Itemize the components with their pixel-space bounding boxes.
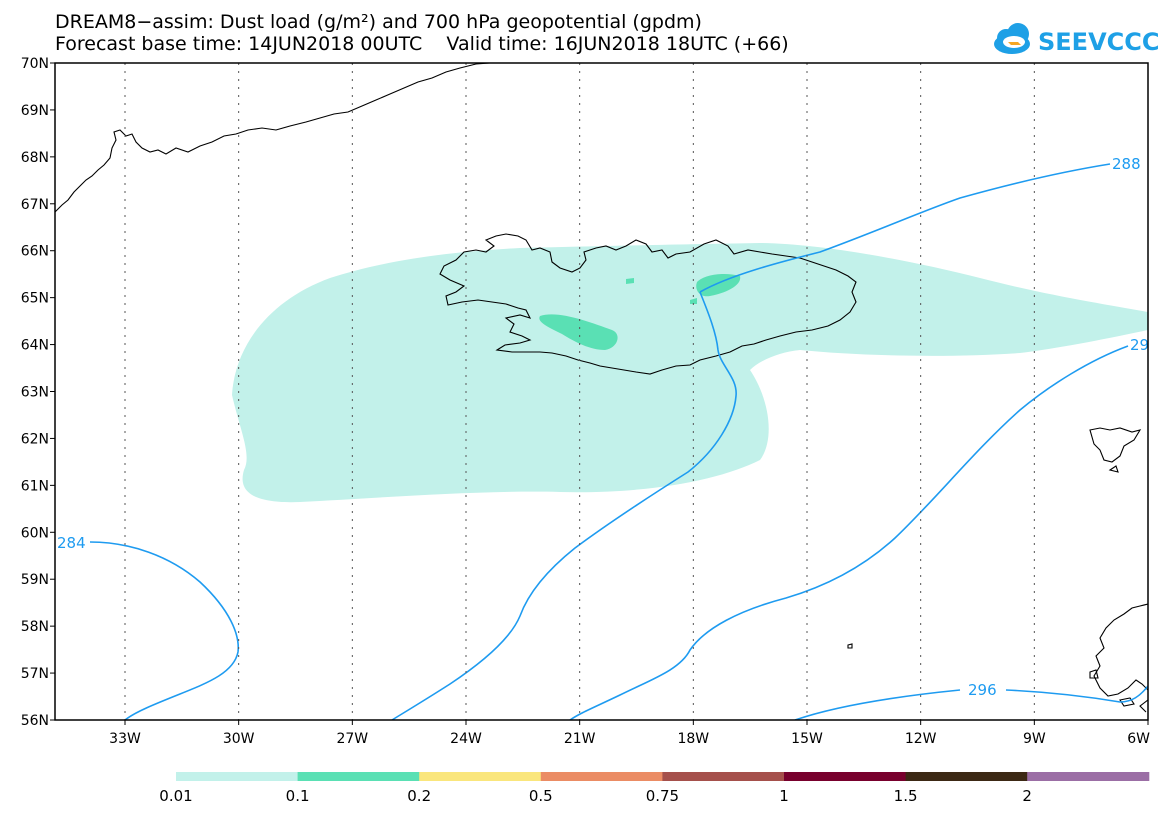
- lon-label: 18W: [677, 731, 709, 747]
- contour-label-296: 296: [968, 681, 997, 699]
- contour-label-288: 288: [1112, 155, 1141, 173]
- map-subtitle: Forecast base time: 14JUN2018 00UTC Vali…: [55, 33, 789, 55]
- dust-area-medium-dot: [690, 298, 697, 304]
- cloud-logo-icon: [994, 23, 1030, 54]
- contour-284: [89, 541, 240, 720]
- lat-label: 69N: [21, 103, 49, 119]
- lat-label: 61N: [21, 478, 49, 494]
- seevccc-logo: SEEVCCC: [994, 23, 1160, 56]
- iceland-coast: [439, 233, 857, 375]
- lon-label: 6W: [1127, 731, 1150, 747]
- dust-area-medium-north: [696, 274, 741, 297]
- lat-label: 62N: [21, 431, 49, 447]
- legend-swatch: [297, 772, 420, 781]
- legend-swatch: [784, 772, 907, 781]
- legend-label: 0.5: [529, 787, 553, 805]
- colorbar-legend: 0.01 0.1 0.2 0.5 0.75 1 1.5 2: [159, 772, 1150, 805]
- lat-label: 70N: [21, 56, 49, 72]
- lon-label: 24W: [450, 731, 482, 747]
- lat-label: 56N: [21, 713, 49, 729]
- latitude-axis: 70N 69N 68N 67N 66N 65N 64N 63N 62N 61N 60N 59N 58N 5…: [21, 56, 55, 729]
- lat-label: 66N: [21, 244, 49, 260]
- legend-swatch: [662, 772, 785, 781]
- lon-label: 30W: [223, 731, 255, 747]
- graticule: [124, 63, 1035, 720]
- lat-label: 59N: [21, 572, 49, 588]
- legend-swatch: [540, 772, 663, 781]
- contour-label-284: 284: [57, 534, 86, 552]
- legend-label: 0.2: [407, 787, 431, 805]
- lon-label: 27W: [336, 731, 368, 747]
- dust-area-medium-west: [539, 314, 618, 350]
- legend-swatch: [905, 772, 1028, 781]
- legend-label: 1: [779, 787, 789, 805]
- scotland-coast: [1089, 603, 1148, 713]
- legend-swatch: [419, 772, 542, 781]
- lat-label: 63N: [21, 385, 49, 401]
- legend-label: 0.75: [646, 787, 679, 805]
- contour-label-292: 29: [1130, 336, 1149, 354]
- contour-292: [569, 345, 1129, 720]
- lon-label: 33W: [109, 731, 141, 747]
- greenland-coast: [55, 63, 491, 213]
- longitude-axis: 33W 30W 27W 24W 21W 18W 15W 12W 9W 6W: [109, 720, 1150, 747]
- faroe-islands: [1089, 427, 1142, 473]
- map-title: DREAM8−assim: Dust load (g/m²) and 700 h…: [55, 11, 702, 33]
- lat-label: 57N: [21, 666, 49, 682]
- legend-label: 0.1: [286, 787, 310, 805]
- small-island: [847, 643, 853, 649]
- legend-swatch: [1027, 772, 1150, 781]
- contour-296: [794, 685, 1148, 720]
- lat-label: 60N: [21, 525, 49, 541]
- legend-swatch: [176, 772, 299, 781]
- dust-area-medium-tiny: [626, 278, 634, 284]
- legend-label: 1.5: [894, 787, 918, 805]
- lat-label: 68N: [21, 150, 49, 166]
- lat-label: 64N: [21, 338, 49, 354]
- coastlines: [55, 63, 1148, 713]
- lat-label: 58N: [21, 619, 49, 635]
- logo-text: SEEVCCC: [1038, 28, 1160, 56]
- lon-label: 21W: [564, 731, 596, 747]
- lon-label: 9W: [1023, 731, 1046, 747]
- lon-label: 15W: [791, 731, 823, 747]
- lat-label: 65N: [21, 291, 49, 307]
- dust-area-light: [232, 243, 1148, 503]
- legend-label: 2: [1022, 787, 1032, 805]
- lat-label: 67N: [21, 197, 49, 213]
- geopotential-contours: [89, 163, 1148, 720]
- contour-288: [391, 163, 1111, 720]
- lon-label: 12W: [905, 731, 937, 747]
- legend-label: 0.01: [159, 787, 192, 805]
